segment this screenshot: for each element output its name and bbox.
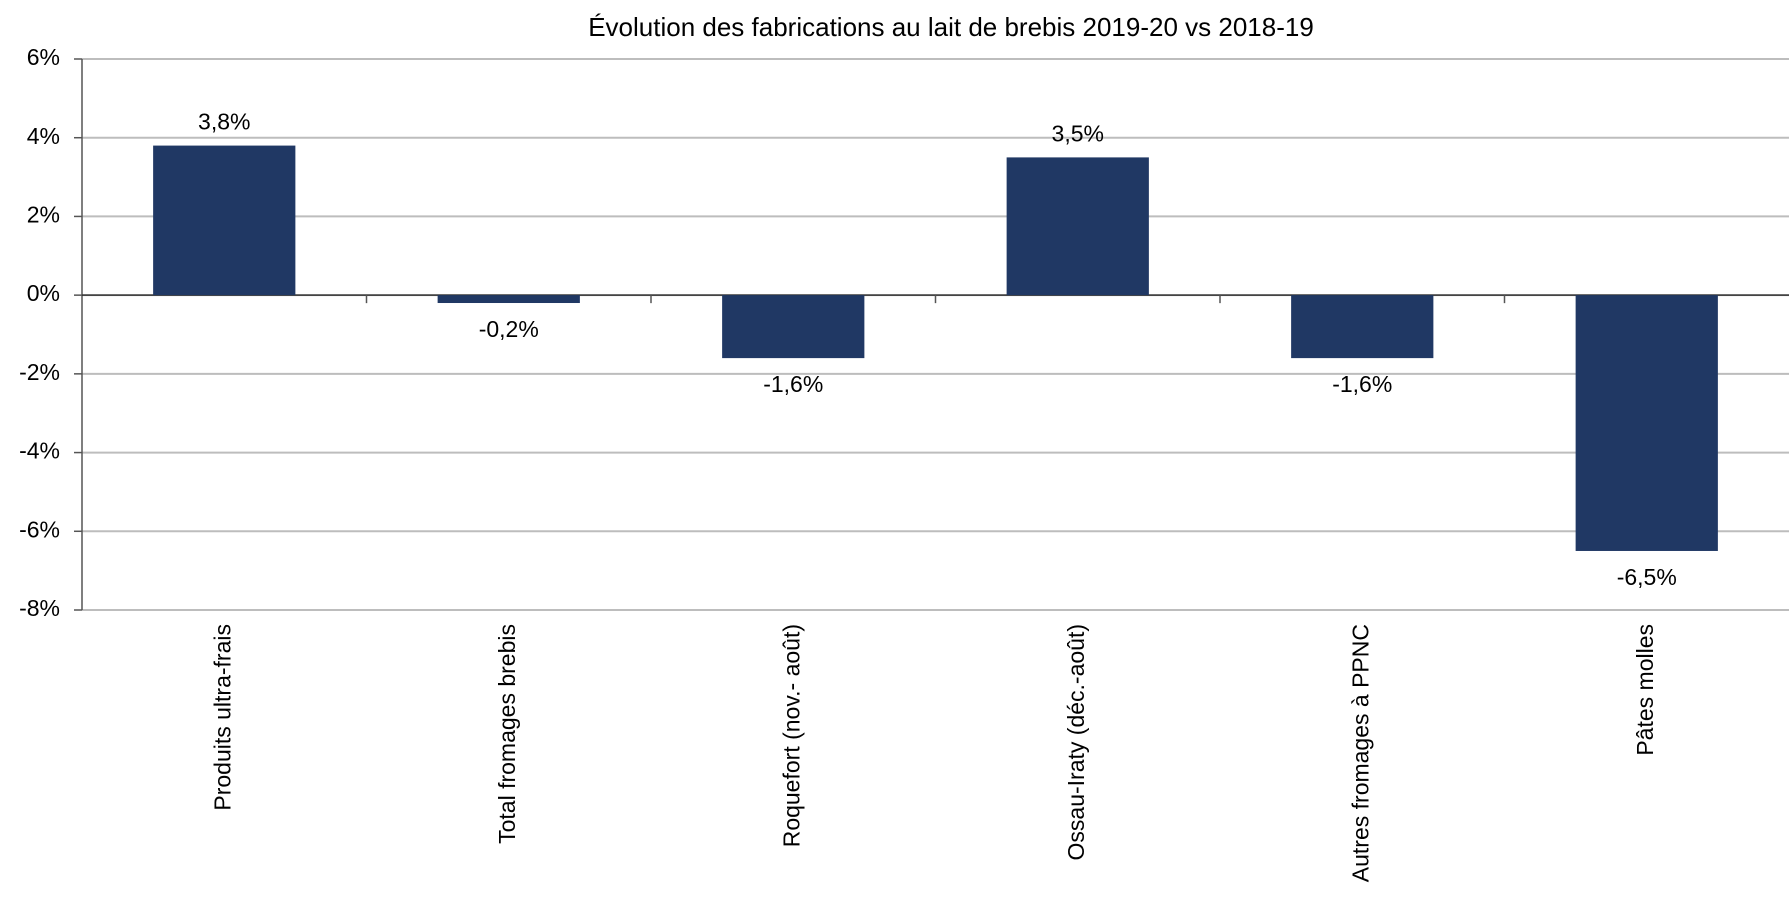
value-label: -0,2% <box>479 316 539 342</box>
y-tick-label: -2% <box>19 359 60 385</box>
bar <box>722 295 865 359</box>
value-label: -6,5% <box>1617 564 1677 590</box>
value-label: 3,5% <box>1052 120 1104 146</box>
x-tick-label: Pâtes molles <box>1632 624 1658 756</box>
y-tick-label: 0% <box>27 280 60 306</box>
x-tick-label: Autres fromages à PPNC <box>1347 624 1373 882</box>
y-tick-label: -4% <box>19 438 60 464</box>
y-tick-label: 2% <box>27 202 60 228</box>
y-tick-label: 4% <box>27 123 60 149</box>
chart-title: Évolution des fabrications au lait de br… <box>588 12 1314 42</box>
y-tick-label: 6% <box>27 44 60 70</box>
x-tick-label: Produits ultra-frais <box>209 624 235 811</box>
bar <box>1006 157 1149 296</box>
x-tick-label: Ossau-Iraty (déc.-août) <box>1063 624 1089 860</box>
value-label: -1,6% <box>763 371 823 397</box>
bar <box>1291 295 1434 359</box>
value-label: -1,6% <box>1332 371 1392 397</box>
value-label: 3,8% <box>198 109 250 135</box>
bar <box>437 295 580 304</box>
bar <box>1575 295 1718 551</box>
y-tick-label: -6% <box>19 516 60 542</box>
x-tick-label: Total fromages brebis <box>494 624 520 844</box>
x-tick-label: Roquefort (nov.- août) <box>778 624 804 847</box>
y-tick-label: -8% <box>19 595 60 621</box>
bar <box>153 145 296 296</box>
